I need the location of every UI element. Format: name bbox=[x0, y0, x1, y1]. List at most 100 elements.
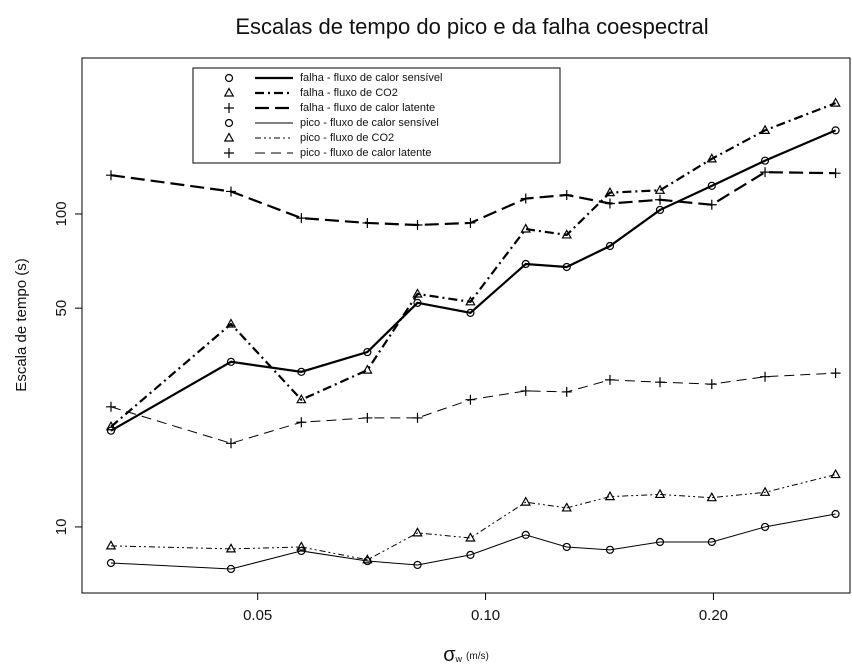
marker bbox=[412, 412, 423, 423]
marker bbox=[413, 560, 422, 570]
marker bbox=[760, 167, 771, 178]
marker bbox=[520, 223, 531, 233]
y-tick-label: 50 bbox=[53, 300, 70, 317]
legend-label: falha - fluxo de calor sensível bbox=[300, 72, 442, 84]
legend-marker bbox=[224, 103, 234, 113]
marker bbox=[707, 537, 716, 547]
marker bbox=[296, 393, 307, 404]
marker bbox=[561, 189, 572, 200]
x-label-subscript: w bbox=[455, 654, 463, 664]
marker bbox=[296, 541, 307, 551]
marker bbox=[830, 368, 841, 379]
legend-marker bbox=[223, 87, 235, 97]
marker bbox=[759, 124, 771, 134]
marker bbox=[706, 491, 718, 502]
marker bbox=[466, 550, 475, 559]
series-line bbox=[110, 474, 836, 561]
marker bbox=[605, 545, 615, 554]
marker bbox=[655, 205, 665, 215]
x-axis-label: σw (m/s) bbox=[443, 644, 489, 666]
y-tick-label: 10 bbox=[53, 519, 70, 536]
marker bbox=[225, 186, 236, 197]
legend-label: falha - fluxo de calor latente bbox=[300, 102, 435, 114]
marker bbox=[830, 97, 841, 107]
marker bbox=[759, 486, 771, 496]
marker bbox=[362, 554, 373, 564]
marker bbox=[465, 296, 476, 306]
series-line bbox=[110, 129, 837, 432]
marker bbox=[412, 219, 423, 230]
marker bbox=[521, 530, 530, 540]
marker bbox=[655, 537, 665, 547]
x-tick-label: 0.20 bbox=[699, 607, 728, 624]
y-tick-label: 100 bbox=[53, 201, 70, 226]
chart-title: Escalas de tempo do pico e da falha coes… bbox=[235, 14, 708, 39]
marker bbox=[706, 153, 718, 163]
marker bbox=[654, 184, 666, 194]
marker bbox=[362, 217, 373, 228]
marker bbox=[225, 543, 237, 553]
marker bbox=[362, 364, 373, 374]
legend-label: falha - fluxo de CO2 bbox=[300, 87, 398, 99]
marker bbox=[561, 502, 572, 512]
marker bbox=[296, 213, 307, 224]
series-line bbox=[110, 513, 836, 570]
series-line bbox=[110, 102, 836, 428]
legend-box bbox=[192, 67, 561, 164]
marker bbox=[363, 347, 372, 357]
x-tick-label: 0.05 bbox=[243, 607, 272, 624]
marker bbox=[226, 357, 236, 366]
marker bbox=[831, 509, 840, 519]
marker bbox=[561, 386, 572, 397]
marker bbox=[830, 468, 841, 479]
marker bbox=[105, 540, 117, 550]
legend-marker bbox=[224, 73, 234, 83]
marker bbox=[225, 318, 237, 328]
marker bbox=[655, 377, 666, 388]
marker bbox=[225, 438, 236, 449]
marker bbox=[654, 488, 666, 499]
legend-label: pico - fluxo de calor sensível bbox=[300, 117, 439, 129]
marker bbox=[521, 259, 530, 269]
marker bbox=[105, 401, 116, 412]
marker bbox=[412, 527, 423, 537]
x-label-symbol: σ bbox=[443, 644, 456, 666]
marker bbox=[106, 426, 116, 435]
marker bbox=[466, 308, 475, 317]
marker bbox=[520, 496, 531, 506]
legend-label: pico - fluxo de calor latente bbox=[300, 147, 431, 159]
marker bbox=[362, 412, 373, 423]
marker bbox=[830, 168, 841, 179]
marker bbox=[520, 193, 531, 204]
legend-label: pico - fluxo de CO2 bbox=[300, 132, 394, 144]
marker bbox=[465, 532, 476, 542]
plot-frame bbox=[81, 57, 851, 594]
marker bbox=[604, 374, 615, 385]
marker bbox=[561, 229, 572, 239]
series-line bbox=[110, 171, 836, 227]
marker bbox=[413, 298, 422, 307]
marker bbox=[604, 198, 615, 209]
marker bbox=[105, 170, 116, 181]
marker bbox=[297, 367, 306, 376]
marker bbox=[412, 288, 423, 298]
marker bbox=[831, 126, 840, 135]
marker bbox=[106, 558, 116, 568]
marker bbox=[604, 186, 616, 197]
legend-marker bbox=[224, 118, 234, 128]
marker bbox=[760, 371, 771, 382]
marker bbox=[760, 522, 770, 532]
marker bbox=[655, 194, 666, 205]
marker bbox=[760, 156, 770, 165]
x-tick-label: 0.10 bbox=[471, 607, 500, 624]
legend-marker bbox=[224, 148, 234, 158]
marker bbox=[465, 394, 476, 405]
marker bbox=[707, 181, 716, 190]
marker bbox=[465, 217, 476, 228]
marker bbox=[604, 490, 616, 501]
marker bbox=[296, 417, 307, 428]
marker bbox=[105, 421, 117, 431]
marker bbox=[605, 241, 615, 251]
marker bbox=[520, 385, 531, 396]
